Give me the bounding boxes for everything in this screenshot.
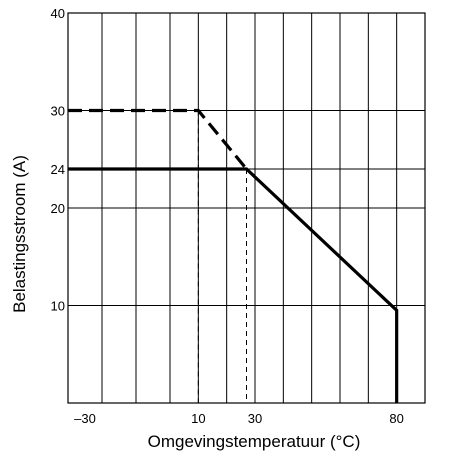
data-series bbox=[68, 108, 399, 403]
plot-frame bbox=[67, 12, 426, 404]
series-line-solid bbox=[68, 167, 399, 403]
y-tick-label: 20 bbox=[51, 201, 65, 216]
x-axis-title: Omgevingstemperatuur (°C) bbox=[148, 432, 361, 451]
series-line-dashed bbox=[68, 108, 248, 171]
y-tick-label: 40 bbox=[51, 6, 65, 21]
y-tick-label: 10 bbox=[51, 299, 65, 314]
tick-labels: –30 10 30 80 10 20 24 30 40 bbox=[51, 6, 404, 426]
x-tick-label: –30 bbox=[74, 411, 96, 426]
x-tick-label: 80 bbox=[389, 411, 403, 426]
y-tick-label: 30 bbox=[51, 104, 65, 119]
y-tick-label: 24 bbox=[51, 162, 65, 177]
x-tick-label: 10 bbox=[191, 411, 205, 426]
guide-lines bbox=[197, 110, 247, 403]
y-axis-title: Belastingsstroom (A) bbox=[10, 155, 29, 313]
x-tick-label: 30 bbox=[248, 411, 262, 426]
